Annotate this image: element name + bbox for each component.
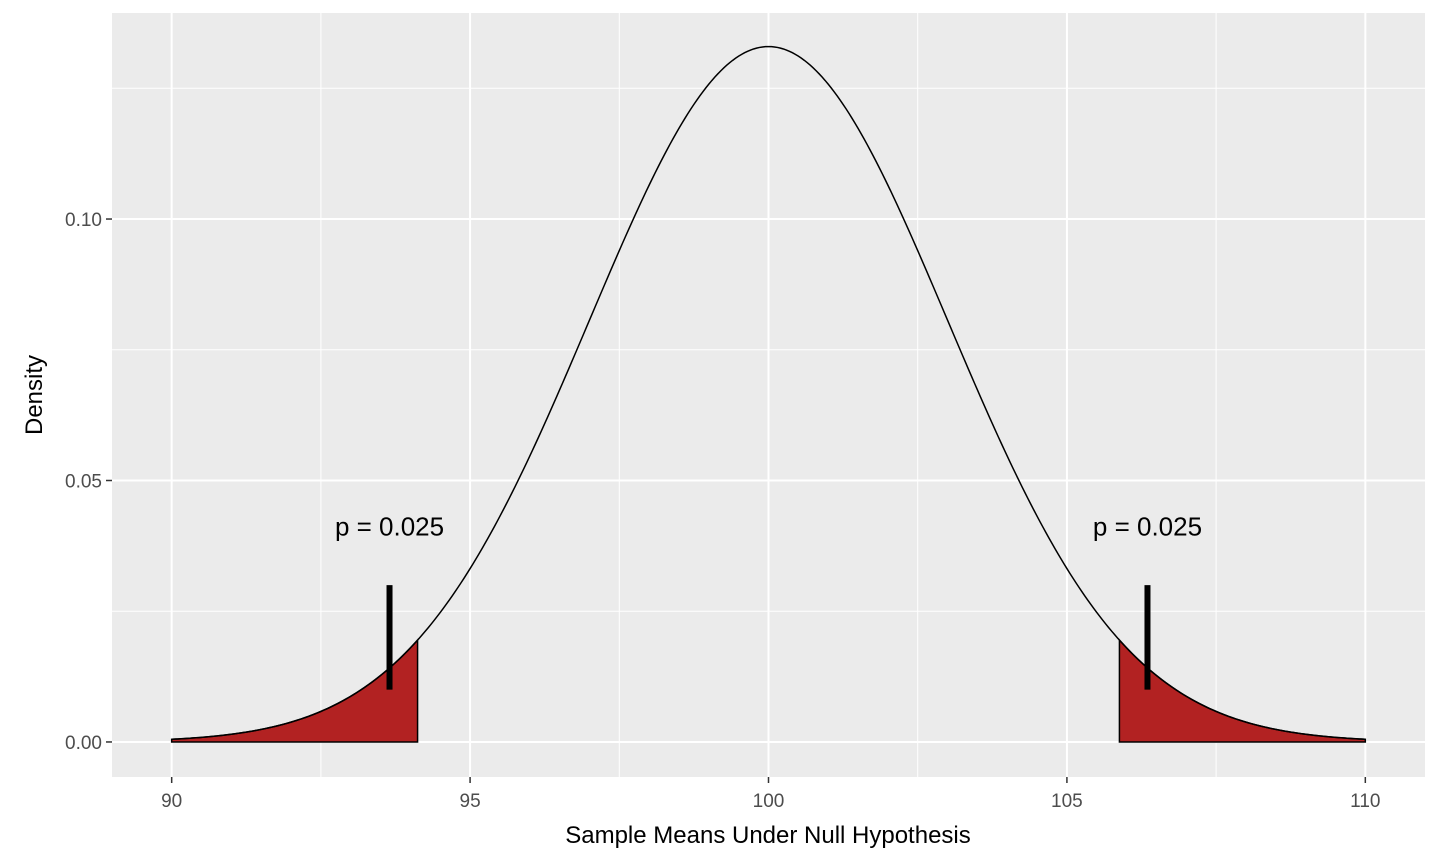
tail-markers bbox=[386, 585, 1151, 690]
annotations: p = 0.025 p = 0.025 bbox=[335, 511, 1202, 541]
y-axis: 0.00 0.05 0.10 bbox=[65, 210, 112, 754]
major-gridlines bbox=[112, 13, 1425, 777]
x-tick-label: 105 bbox=[1051, 791, 1083, 812]
x-axis-title: Sample Means Under Null Hypothesis bbox=[565, 822, 971, 849]
left-tail-annotation: p = 0.025 bbox=[335, 511, 444, 541]
x-tick-label: 90 bbox=[161, 791, 182, 812]
y-tick-label: 0.10 bbox=[65, 210, 102, 231]
x-axis: 90 95 100 105 110 bbox=[161, 777, 1380, 812]
density-curve bbox=[171, 45, 1366, 741]
x-tick-label: 95 bbox=[460, 791, 481, 812]
x-tick-label: 110 bbox=[1350, 791, 1380, 812]
x-tick-label: 100 bbox=[753, 791, 785, 812]
right-tail-annotation: p = 0.025 bbox=[1093, 511, 1202, 541]
y-tick-label: 0.00 bbox=[65, 733, 102, 754]
y-tick-label: 0.05 bbox=[65, 471, 102, 492]
y-axis-title: Density bbox=[21, 355, 48, 435]
